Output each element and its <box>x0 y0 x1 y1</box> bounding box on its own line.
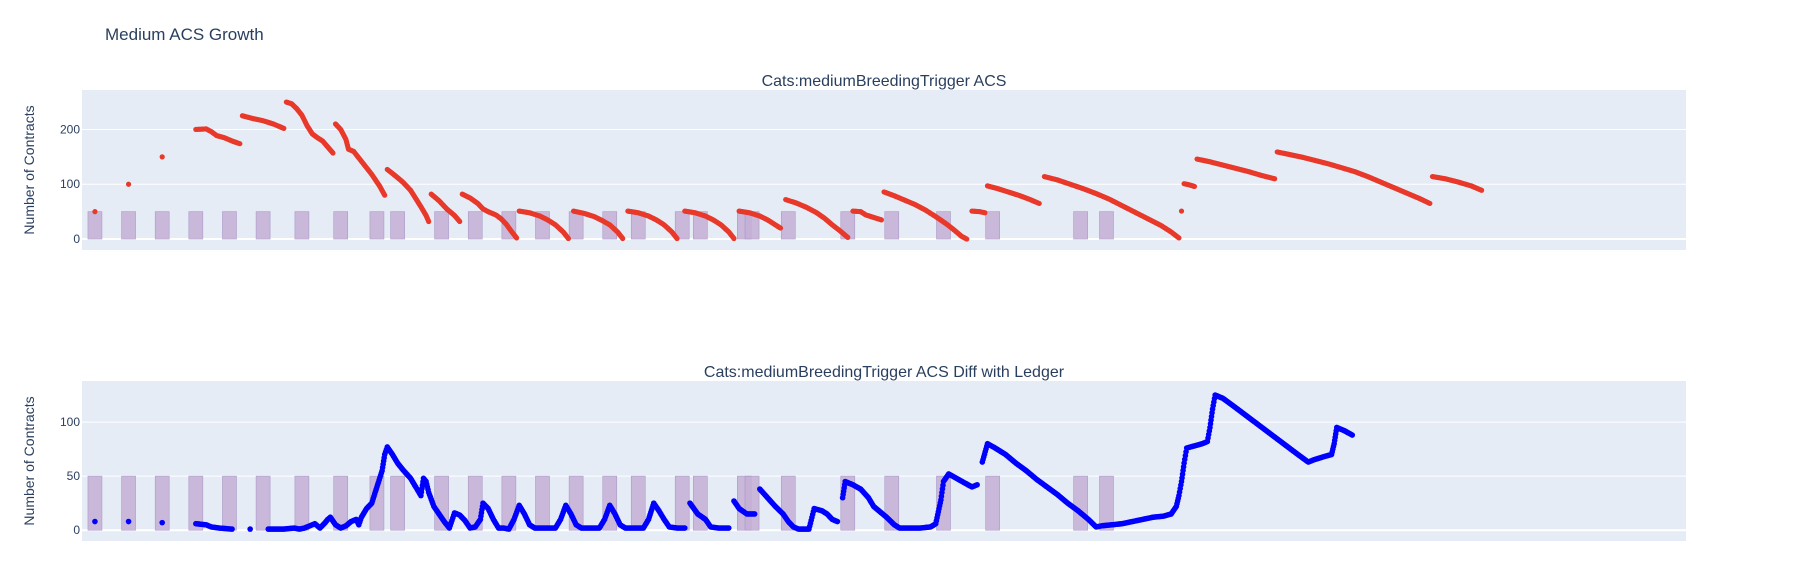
data-point <box>834 518 841 525</box>
marker-bar <box>674 475 690 531</box>
y-tick-label: 0 <box>73 523 80 537</box>
y-tick-label: 50 <box>67 469 81 483</box>
y-tick-label: 0 <box>73 232 80 246</box>
data-point <box>731 235 737 242</box>
data-point <box>229 526 235 532</box>
marker-bar <box>467 211 483 240</box>
data-point <box>565 235 571 242</box>
marker-bar <box>674 211 690 240</box>
data-point <box>92 518 98 525</box>
data-point <box>878 217 885 223</box>
data-point <box>247 526 253 532</box>
y-tick-label: 100 <box>60 415 80 429</box>
data-point <box>1427 200 1433 207</box>
marker-bar <box>369 211 385 240</box>
data-point <box>1272 176 1278 182</box>
marker-bar <box>535 475 550 531</box>
marker-bar <box>121 211 136 240</box>
data-point <box>681 525 688 531</box>
data-point <box>330 150 336 156</box>
y-axis-ticks: 0 50 100 <box>60 415 80 537</box>
data-point <box>777 225 784 231</box>
marker-bar <box>568 211 584 240</box>
subplot-title: Cats:mediumBreedingTrigger ACS <box>762 73 1007 90</box>
subplot-acs: 0 100 200 Cats:mediumBreedingTrigger ACS N… <box>21 73 1686 250</box>
data-point <box>1191 183 1198 190</box>
marker-bar <box>333 211 349 240</box>
data-point <box>725 525 732 531</box>
subplot-diff: 0 50 100 Cats:mediumBreedingTrigger ACS Di… <box>21 364 1686 541</box>
data-point <box>620 235 626 242</box>
data-point <box>1036 200 1042 207</box>
data-point <box>674 235 680 242</box>
figure-title: Medium ACS Growth <box>105 25 264 44</box>
data-point <box>457 218 463 225</box>
marker-bar <box>693 211 708 240</box>
marker-bar <box>390 211 405 240</box>
marker-bar <box>294 211 310 240</box>
data-point <box>1178 208 1185 214</box>
marker-bar <box>222 211 237 240</box>
marker-bar <box>390 475 405 531</box>
marker-bar <box>154 475 170 531</box>
gridlines <box>82 128 1686 241</box>
data-point <box>159 519 165 526</box>
marker-bars <box>87 475 1114 531</box>
data-point <box>237 141 243 147</box>
data-points <box>92 99 1485 242</box>
marker-bar <box>744 475 760 531</box>
data-point <box>159 154 165 160</box>
marker-bar <box>255 211 271 240</box>
data-point <box>281 125 287 131</box>
data-point <box>1349 432 1356 438</box>
data-point <box>514 235 520 241</box>
marker-bar <box>780 211 796 240</box>
data-point <box>92 209 98 215</box>
y-axis-label: Number of Contracts <box>21 105 37 234</box>
data-point <box>426 218 432 225</box>
marker-bar <box>985 475 1000 531</box>
data-point <box>751 511 758 517</box>
plot-area <box>82 90 1686 250</box>
marker-bar <box>630 475 646 531</box>
marker-bar <box>154 211 170 240</box>
data-point <box>974 481 980 488</box>
data-point <box>1479 187 1485 193</box>
marker-bar <box>188 475 204 531</box>
marker-bar <box>985 211 1000 240</box>
marker-bar <box>1073 475 1088 531</box>
data-point <box>125 518 132 525</box>
y-axis-ticks: 0 100 200 <box>60 122 80 246</box>
marker-bar <box>1099 475 1114 531</box>
marker-bar <box>222 475 237 531</box>
data-point <box>125 181 132 187</box>
marker-bar <box>434 211 449 240</box>
marker-bar <box>121 475 136 531</box>
data-point <box>964 236 970 242</box>
data-point <box>382 192 388 198</box>
gridlines <box>82 421 1686 532</box>
marker-bar <box>1099 211 1114 240</box>
subplot-title: Cats:mediumBreedingTrigger ACS Diff with… <box>704 364 1065 381</box>
marker-bar <box>1073 211 1088 240</box>
y-axis-label: Number of Contracts <box>21 396 37 525</box>
marker-bar <box>294 475 310 531</box>
y-tick-label: 200 <box>60 122 80 136</box>
y-tick-label: 100 <box>60 177 80 191</box>
marker-bar <box>255 475 271 531</box>
marker-bar <box>87 475 103 531</box>
data-point <box>1176 235 1182 241</box>
marker-bar <box>87 211 103 240</box>
data-point <box>845 234 851 240</box>
data-points <box>92 392 1356 532</box>
marker-bar <box>884 211 900 240</box>
data-point <box>982 210 988 216</box>
marker-bar <box>188 211 204 240</box>
